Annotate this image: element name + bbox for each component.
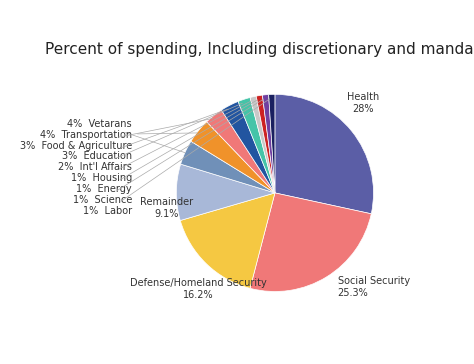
Text: 4%  Vetarans: 4% Vetarans — [67, 119, 185, 153]
Text: 1%  Labor: 1% Labor — [83, 99, 270, 215]
Wedge shape — [176, 164, 275, 221]
Text: Remainder
9.1%: Remainder 9.1% — [140, 197, 193, 219]
Text: 3%  Food & Agriculture: 3% Food & Agriculture — [20, 118, 213, 151]
Title: Percent of spending, Including discretionary and mandatory: Percent of spending, Including discretio… — [45, 41, 474, 57]
Wedge shape — [180, 193, 275, 288]
Wedge shape — [191, 122, 275, 193]
Wedge shape — [238, 98, 275, 193]
Text: 1%  Housing: 1% Housing — [71, 101, 251, 183]
Wedge shape — [269, 94, 275, 193]
Text: 4%  Transportation: 4% Transportation — [40, 130, 198, 140]
Text: Health
28%: Health 28% — [347, 92, 379, 114]
Text: 1%  Energy: 1% Energy — [76, 100, 257, 194]
Wedge shape — [207, 110, 275, 193]
Wedge shape — [256, 95, 275, 193]
Text: Defense/Homeland Security
16.2%: Defense/Homeland Security 16.2% — [129, 278, 266, 300]
Wedge shape — [181, 141, 275, 193]
Text: 2%  Int'l Affairs: 2% Int'l Affairs — [58, 103, 242, 172]
Wedge shape — [221, 102, 275, 193]
Wedge shape — [275, 94, 374, 214]
Text: 3%  Education: 3% Education — [62, 109, 228, 162]
Wedge shape — [250, 96, 275, 193]
Text: Social Security
25.3%: Social Security 25.3% — [337, 276, 410, 298]
Text: 1%  Science: 1% Science — [73, 99, 264, 205]
Wedge shape — [250, 193, 371, 292]
Wedge shape — [263, 95, 275, 193]
